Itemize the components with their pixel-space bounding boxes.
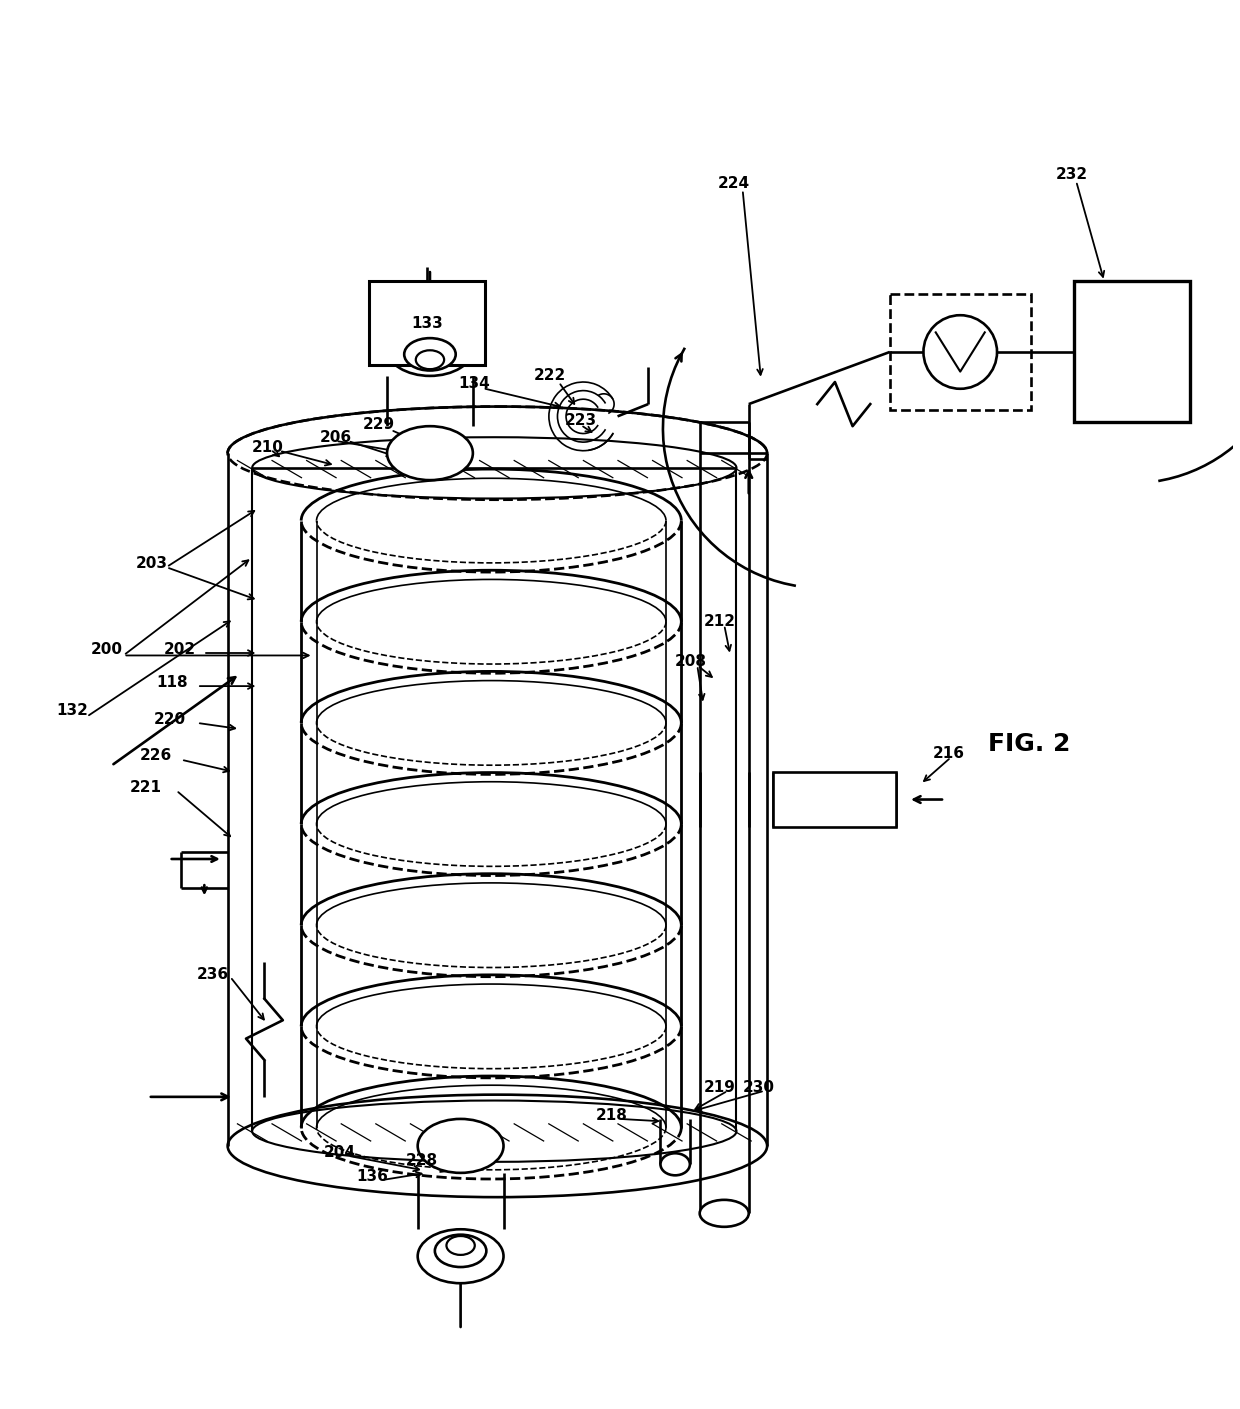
Circle shape [924,316,997,389]
Text: 132: 132 [56,703,88,719]
Text: 206: 206 [320,430,352,445]
Bar [368,282,485,365]
Text: 203: 203 [135,557,167,571]
Text: 202: 202 [164,643,196,657]
Text: 216: 216 [932,745,965,761]
Ellipse shape [661,1153,689,1175]
Text: 229: 229 [362,417,394,433]
Bar [1074,282,1190,423]
Ellipse shape [418,1119,503,1172]
Text: 136: 136 [356,1169,388,1184]
Text: 221: 221 [129,781,161,795]
Text: 226: 226 [139,748,171,764]
Text: 232: 232 [1055,168,1087,182]
Ellipse shape [404,338,456,371]
Text: 224: 224 [718,176,750,190]
Text: 200: 200 [91,643,123,657]
Bar [774,772,895,827]
Text: 222: 222 [534,368,567,383]
Ellipse shape [418,1229,503,1284]
Text: FIG. 2: FIG. 2 [988,733,1070,757]
Text: 134: 134 [458,376,490,390]
Text: 228: 228 [405,1153,438,1168]
Text: 223: 223 [565,413,596,427]
Text: 208: 208 [675,654,707,669]
Ellipse shape [435,1234,486,1267]
Ellipse shape [415,351,444,369]
Text: 210: 210 [252,440,284,455]
Text: 118: 118 [156,675,188,690]
Ellipse shape [387,321,472,376]
Text: 236: 236 [197,967,229,982]
Text: 218: 218 [595,1107,627,1123]
Text: 204: 204 [324,1144,356,1160]
Bar [890,293,1030,410]
Text: 230: 230 [743,1079,775,1095]
Ellipse shape [387,426,472,480]
Text: 220: 220 [154,712,186,727]
Text: 133: 133 [410,316,443,331]
Ellipse shape [446,1236,475,1255]
Text: 212: 212 [703,614,735,628]
Text: 219: 219 [703,1079,735,1095]
Ellipse shape [699,1200,749,1227]
